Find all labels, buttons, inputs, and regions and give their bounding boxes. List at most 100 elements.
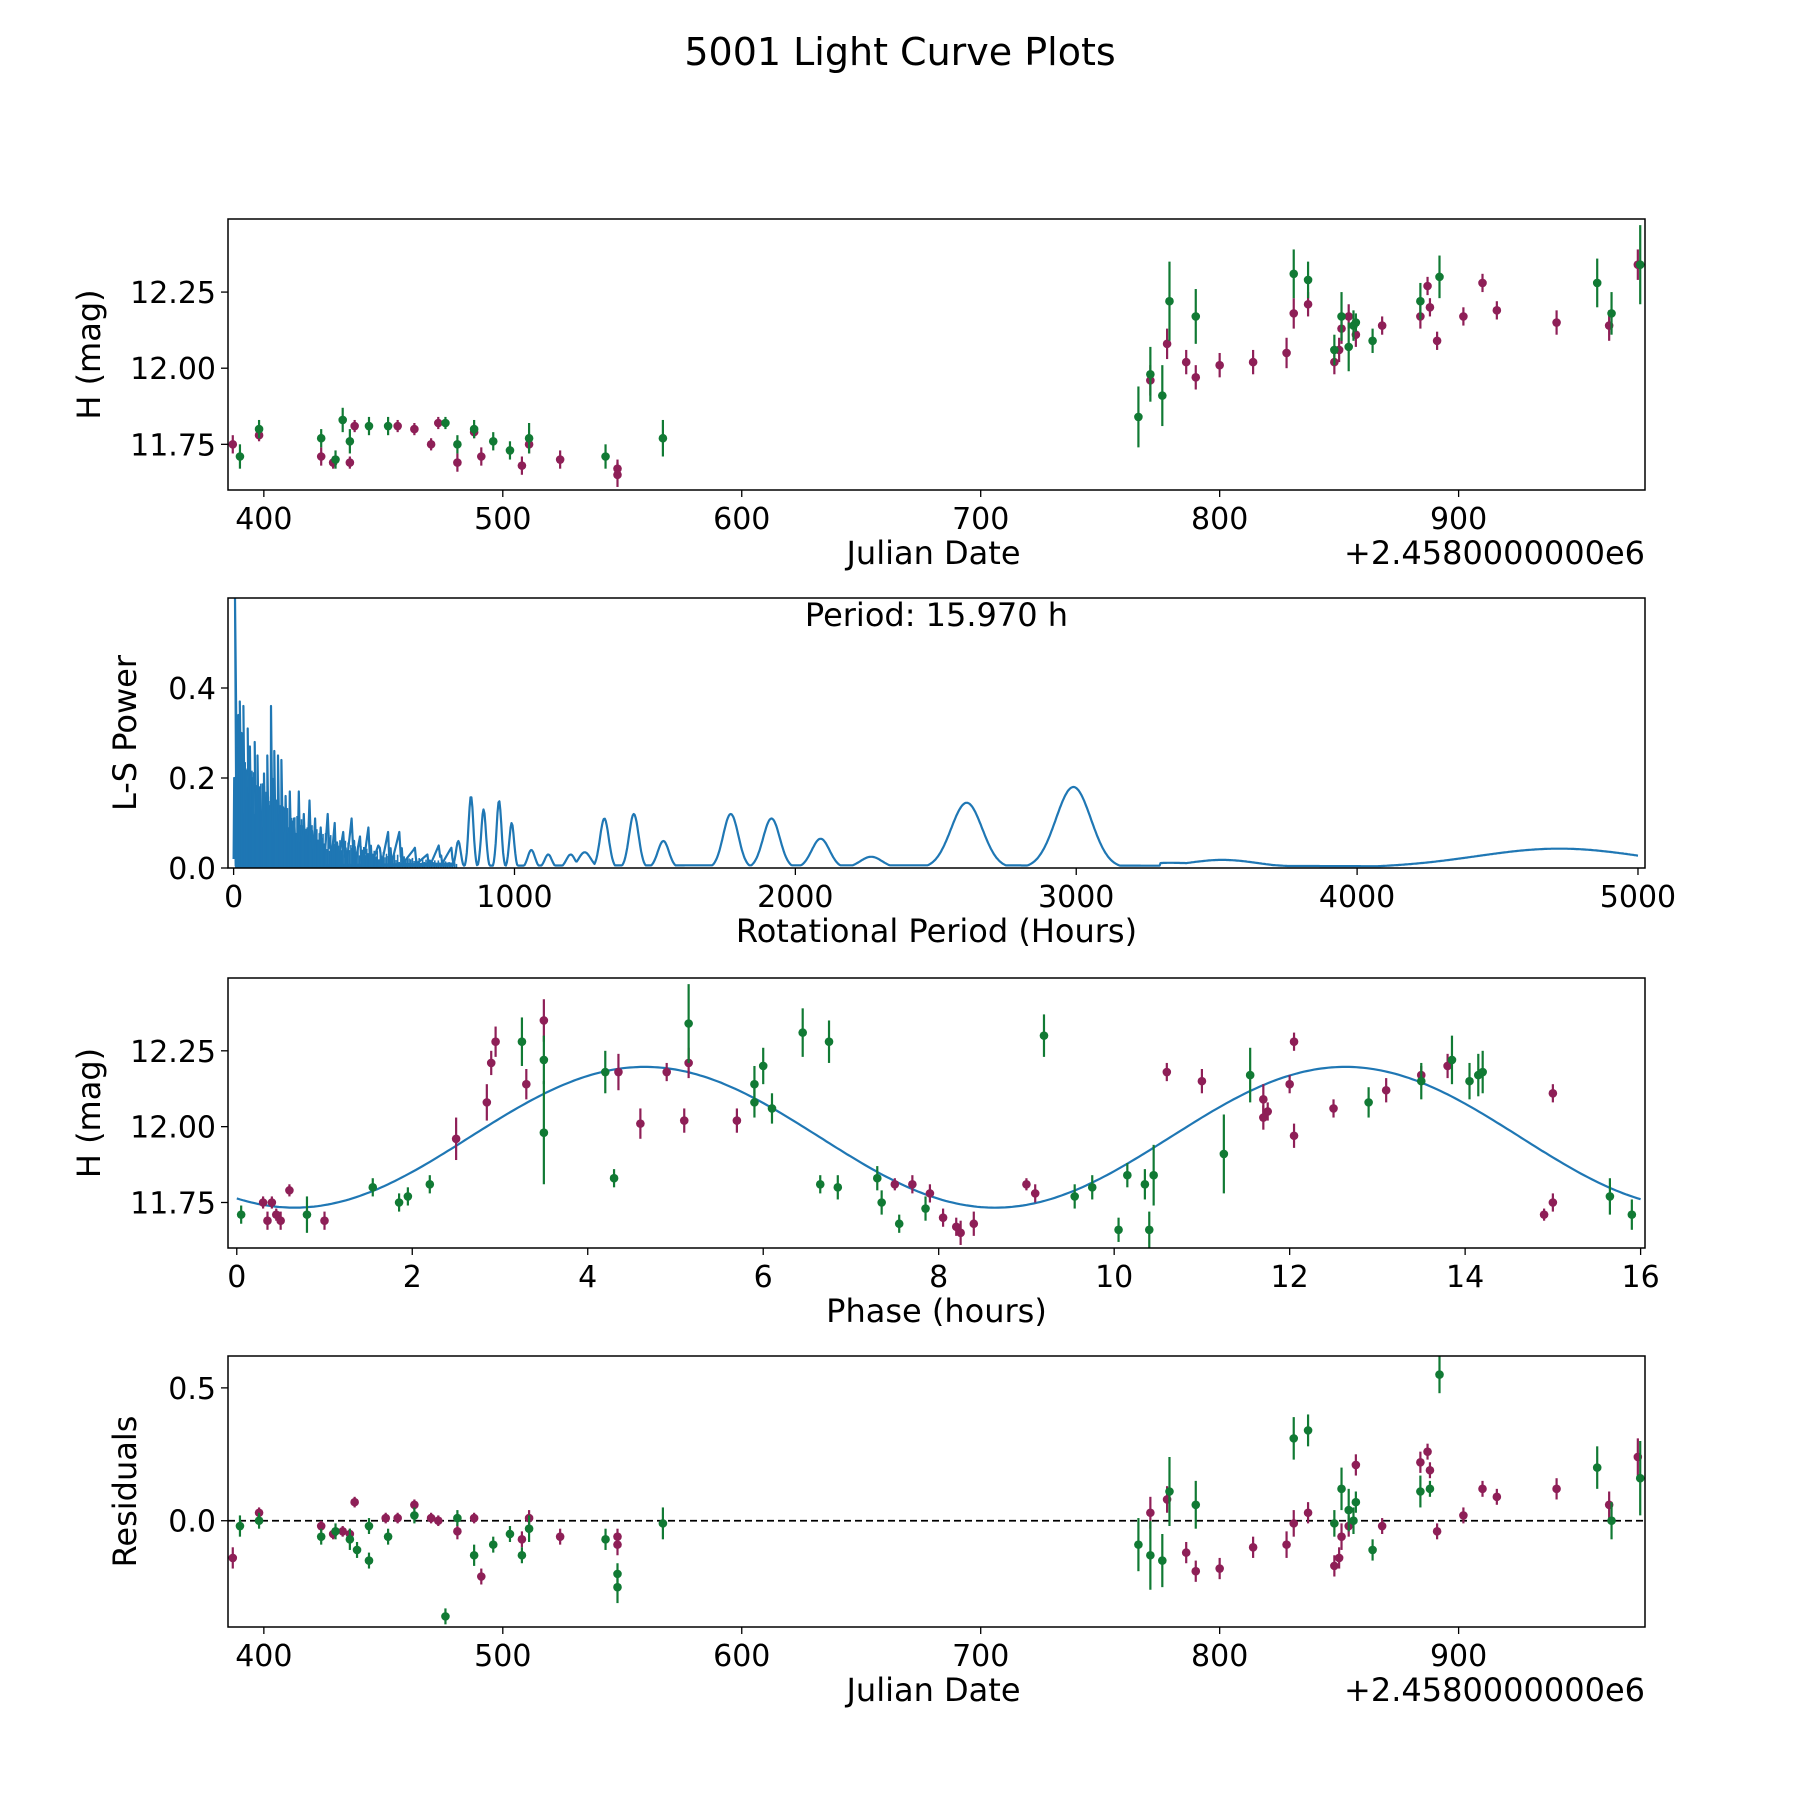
data-point	[345, 458, 355, 467]
data-point	[1146, 1508, 1155, 1518]
data-point	[368, 1183, 378, 1192]
period-annotation: Period: 15.970 h	[805, 596, 1068, 634]
y-axis-label: L-S Power	[106, 654, 144, 811]
y-tick-label: 0.4	[168, 672, 216, 707]
y-tick-label: 0.5	[168, 1372, 216, 1407]
data-point	[1245, 1070, 1255, 1080]
data-point	[1259, 1113, 1268, 1122]
series-magenta	[228, 1438, 1643, 1585]
data-point	[1552, 1484, 1561, 1494]
x-tick-label: 900	[1430, 1639, 1487, 1674]
data-point	[555, 455, 565, 464]
data-point	[1539, 1210, 1549, 1219]
x-tick-label: 600	[713, 1639, 770, 1674]
data-point	[1368, 1545, 1377, 1555]
x-tick-label: 10	[1095, 1260, 1133, 1295]
data-point	[1134, 1540, 1143, 1549]
x-tick-label: 0	[227, 1260, 246, 1295]
data-point	[453, 1527, 462, 1536]
data-point	[921, 1204, 930, 1213]
data-point	[1351, 318, 1361, 327]
figure-title: 5001 Light Curve Plots	[684, 30, 1115, 74]
data-point	[469, 1550, 479, 1560]
data-point	[469, 424, 479, 434]
data-point	[1146, 369, 1155, 379]
data-point	[600, 1067, 610, 1077]
data-point	[1416, 1076, 1426, 1086]
data-point	[798, 1028, 807, 1037]
x-tick-label: 4000	[1319, 880, 1395, 915]
data-point	[426, 440, 436, 449]
x-tick-label: 600	[713, 502, 770, 537]
data-point	[476, 1572, 486, 1581]
x-tick-label: 500	[474, 1639, 531, 1674]
data-point	[381, 1513, 391, 1523]
data-point	[352, 1545, 362, 1555]
data-point	[1425, 303, 1435, 312]
data-point	[1197, 1076, 1207, 1086]
plot-area-lightcurve	[228, 225, 1645, 487]
data-point	[877, 1198, 886, 1207]
data-point	[1181, 357, 1191, 367]
y-tick-label: 0.0	[168, 852, 216, 887]
data-point	[410, 1511, 419, 1520]
data-point	[1303, 1508, 1313, 1518]
data-point	[1303, 299, 1313, 309]
data-point	[908, 1179, 917, 1189]
data-point	[505, 446, 515, 455]
data-point	[1191, 1566, 1201, 1576]
data-point	[1548, 1088, 1558, 1098]
data-point	[894, 1219, 904, 1229]
data-point	[1215, 1564, 1224, 1573]
data-point	[824, 1037, 834, 1047]
data-point	[1492, 306, 1502, 315]
data-point	[393, 1513, 402, 1523]
data-point	[320, 1216, 329, 1225]
axes-frame	[227, 218, 1646, 491]
data-point	[453, 458, 462, 467]
y-tick-label: 0.0	[168, 1505, 216, 1540]
y-tick-label: 12.25	[130, 1035, 216, 1070]
data-point	[658, 433, 668, 443]
data-point	[258, 1198, 268, 1207]
data-point	[228, 440, 238, 449]
series-green	[235, 225, 1645, 469]
data-point	[1219, 1149, 1229, 1159]
x-offset-label: +2.4580000000e6	[1344, 1671, 1645, 1709]
data-point	[345, 1535, 355, 1544]
axes-frame	[227, 977, 1646, 1249]
data-point	[1607, 309, 1616, 318]
data-point	[1432, 1527, 1442, 1536]
data-point	[1447, 1055, 1457, 1065]
data-point	[486, 1058, 496, 1068]
data-point	[1368, 336, 1377, 346]
data-point	[1337, 1532, 1346, 1541]
data-point	[276, 1216, 285, 1225]
data-point	[1435, 1370, 1444, 1379]
data-point	[1070, 1192, 1079, 1201]
data-point	[1627, 1210, 1637, 1219]
data-point	[1478, 1067, 1487, 1077]
data-point	[338, 415, 347, 425]
data-point	[517, 1550, 527, 1560]
data-point	[1030, 1189, 1040, 1198]
data-point	[758, 1061, 768, 1071]
data-point	[1478, 278, 1487, 288]
data-point	[1364, 1098, 1373, 1107]
data-point	[364, 1556, 374, 1565]
data-point	[767, 1104, 777, 1113]
data-point	[1416, 1487, 1425, 1496]
data-point	[433, 418, 443, 428]
data-point	[1351, 1497, 1361, 1507]
data-point	[1114, 1225, 1123, 1235]
data-point	[1605, 1192, 1615, 1201]
data-point	[956, 1228, 965, 1238]
data-point	[271, 1210, 281, 1219]
data-point	[1381, 1085, 1391, 1095]
x-tick-label: 16	[1622, 1260, 1660, 1295]
data-point	[815, 1179, 825, 1189]
x-tick-label: 2	[403, 1260, 422, 1295]
data-point	[951, 1222, 961, 1232]
data-point	[1423, 281, 1432, 291]
data-point	[476, 452, 486, 461]
